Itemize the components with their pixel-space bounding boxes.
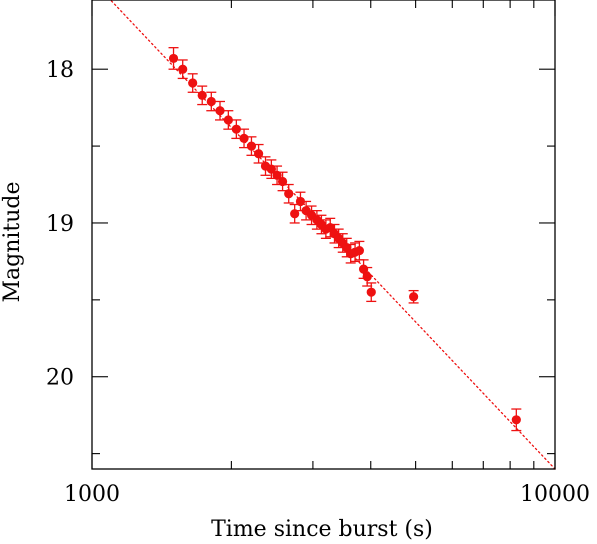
x-axis-title: Time since burst (s) xyxy=(211,517,433,542)
data-point-group xyxy=(187,73,198,93)
x-tick-label: 10000 xyxy=(520,482,590,507)
data-point xyxy=(188,78,198,88)
data-point xyxy=(277,176,288,187)
y-tick-label: 18 xyxy=(46,58,74,83)
data-point xyxy=(178,64,188,74)
y-tick-label: 20 xyxy=(46,366,74,391)
ticks-layer xyxy=(91,0,556,469)
data-point-group xyxy=(223,110,234,130)
data-point-group xyxy=(306,205,317,226)
data-point-group xyxy=(366,282,377,303)
data-point xyxy=(231,124,241,134)
y-axis-title: Magnitude xyxy=(0,181,25,302)
tick-labels-layer: 1000 10000 18 19 20 xyxy=(46,58,590,507)
data-point xyxy=(223,115,233,125)
data-point-group xyxy=(283,183,294,204)
data-point-group xyxy=(295,191,306,212)
data-point xyxy=(358,264,369,274)
data-point xyxy=(366,287,376,297)
plot-area-frame xyxy=(91,0,556,470)
data-point xyxy=(168,53,179,64)
data-point xyxy=(409,292,419,302)
data-point xyxy=(295,196,306,207)
data-point xyxy=(362,272,372,282)
data-point-group xyxy=(272,165,283,186)
data-point xyxy=(290,209,300,219)
data-point-group xyxy=(197,85,208,106)
data-point xyxy=(511,415,521,425)
data-point xyxy=(206,96,216,107)
data-point-group xyxy=(289,203,300,224)
data-point-group xyxy=(511,408,522,432)
data-point xyxy=(246,141,257,151)
data-points-layer xyxy=(168,47,522,432)
data-point-group xyxy=(253,143,264,164)
data-point xyxy=(197,90,207,100)
data-point xyxy=(354,246,364,256)
data-point xyxy=(254,149,264,159)
data-point xyxy=(272,170,282,180)
data-point xyxy=(266,164,276,174)
data-point-group xyxy=(168,47,179,70)
data-point-group xyxy=(177,59,188,80)
data-point-group xyxy=(246,136,257,156)
data-point-group xyxy=(239,128,250,149)
x-tick-label: 1000 xyxy=(64,482,120,507)
y-tick-label: 19 xyxy=(46,212,74,237)
data-point-group xyxy=(354,240,365,261)
data-point xyxy=(239,133,249,143)
data-point-group xyxy=(215,100,226,121)
data-point-group xyxy=(337,233,348,253)
data-point xyxy=(215,106,225,116)
data-point-group xyxy=(206,91,217,112)
data-point-group xyxy=(408,289,419,304)
data-point-group xyxy=(231,119,242,140)
data-point xyxy=(284,189,294,199)
